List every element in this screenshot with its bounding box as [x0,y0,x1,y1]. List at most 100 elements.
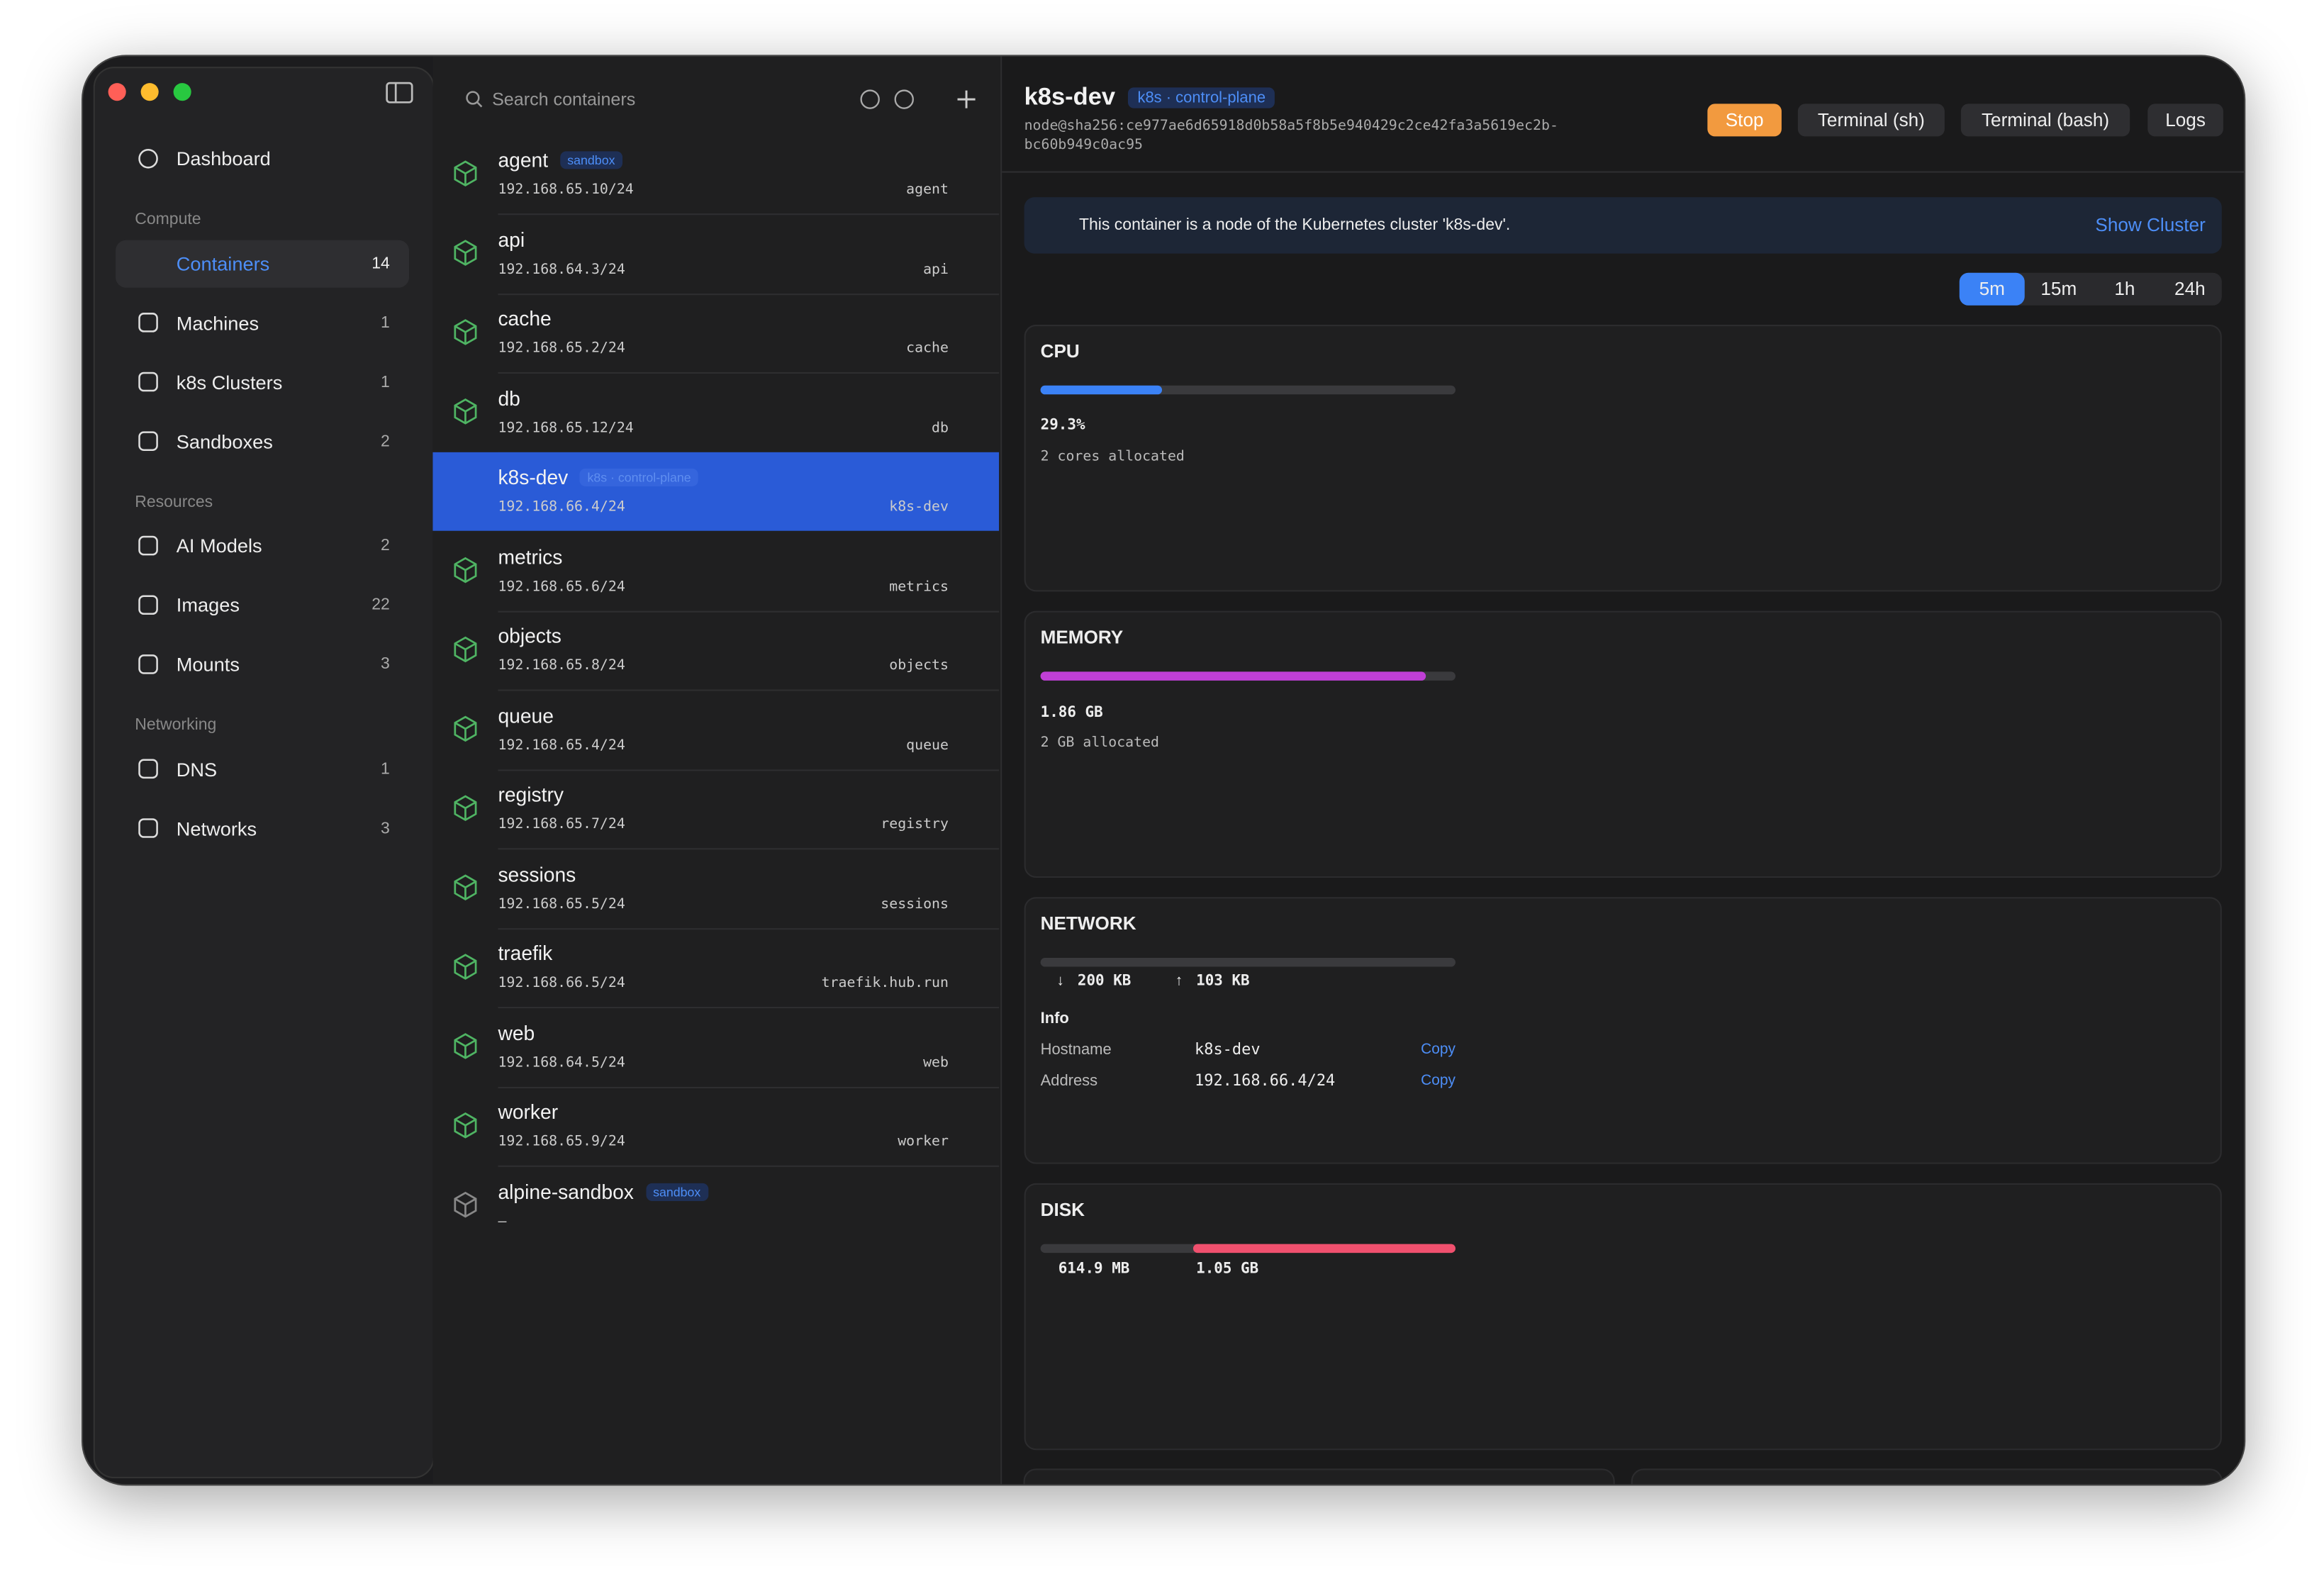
nav-icon [138,818,158,838]
container-name[interactable]: worker [498,1100,559,1124]
container-name[interactable]: objects [498,625,562,647]
card [1631,1468,2223,1485]
container-name[interactable]: api [498,228,525,251]
action-button[interactable]: Stop [1707,104,1782,137]
row-divider [498,1165,1000,1167]
filter-icon[interactable] [860,89,880,109]
nav-item[interactable]: Dashboard [176,147,271,170]
container-name[interactable]: sessions [498,863,576,886]
container-name[interactable]: queue [498,704,554,727]
container-host: worker [898,1133,949,1150]
stat-arrow: ↑ [1175,973,1183,990]
usage-bar [1040,385,1163,395]
action-button[interactable]: Terminal (bash) [1960,104,2130,137]
range-option[interactable]: 5m [1959,272,2025,306]
add-button[interactable] [957,90,976,108]
detail-badge: k8s · control-plane [1128,87,1275,108]
action-button[interactable]: Logs [2147,104,2223,137]
stat-value: 614.9 MB [1058,1261,1130,1278]
container-name[interactable]: web [498,1021,535,1044]
nav-icon [138,759,158,779]
nav-item[interactable]: Machines [176,311,259,334]
container-name[interactable]: agent [498,149,549,172]
detail-title: k8s-dev [1024,84,1116,111]
nav-item[interactable]: AI Models [176,534,262,557]
nav-selected [116,239,410,287]
row-divider [498,927,1000,930]
section-title: Networking [135,716,217,735]
nav-item[interactable]: k8s Clusters [176,370,283,393]
search-icon [476,101,483,108]
window: 02550751005m4m3m2m1m05001000150020005m4m… [81,55,2246,1486]
container-badge: k8s · control-plane [580,468,699,486]
cube-icon [454,1033,477,1059]
banner [1024,197,2222,254]
close[interactable] [108,83,126,101]
container-name[interactable]: traefik [498,942,553,965]
banner-text: This container is a node of the Kubernet… [1078,216,1511,235]
row-divider [498,769,1000,771]
cube-icon [454,160,477,186]
nav-count: 1 [381,313,390,332]
row-divider [498,1006,1000,1009]
container-name[interactable]: cache [498,307,552,330]
container-host: cache [906,340,949,357]
nav-item[interactable]: Images [176,593,240,616]
nav-icon [138,654,158,674]
sidebar-toggle[interactable] [386,82,413,104]
stat-value: 1.05 GB [1196,1261,1259,1278]
action-button[interactable]: Terminal (sh) [1797,104,1945,137]
sidebar [93,67,435,1479]
nav-item[interactable]: Sandboxes [176,430,273,452]
banner-action[interactable]: Show Cluster [2095,215,2206,236]
search-placeholder[interactable]: Search containers [492,89,636,110]
container-ip: 192.168.65.6/24 [498,578,625,595]
container-name[interactable]: registry [498,783,564,806]
row-divider [498,372,1000,374]
cube-icon [454,557,477,584]
cube-icon [454,954,477,980]
container-list [432,56,1001,1485]
nav-icon [138,148,158,169]
row-divider [498,689,1000,691]
copy-button[interactable]: Copy [1421,1073,1456,1090]
range-option[interactable]: 15m [2040,279,2077,300]
cube-icon [454,874,477,900]
minimize[interactable] [140,83,159,101]
nav-count: 1 [381,372,390,391]
cube-icon [454,1112,477,1139]
nav-icon [138,595,158,615]
nav-count: 3 [381,819,390,837]
write-bar [1193,1244,1456,1254]
section-title: Resources [135,493,213,511]
container-ip: 192.168.65.9/24 [498,1133,625,1150]
info-key: Hostname [1040,1041,1112,1059]
card-title: DISK [1040,1199,1085,1221]
container-name[interactable]: alpine-sandbox [498,1180,634,1203]
cube-icon [454,795,477,822]
container-ip: 192.168.65.7/24 [498,816,625,833]
container-id: bc60b949c0ac95 [1024,137,1144,154]
range-option[interactable]: 24h [2174,279,2206,300]
container-name[interactable]: k8s-dev [498,466,569,489]
container-ip: 192.168.65.10/24 [498,182,634,199]
info-title: Info [1040,1010,1069,1028]
cube-icon [454,240,477,266]
sort-icon[interactable] [894,89,914,109]
container-name[interactable]: db [498,386,520,410]
zoom[interactable] [173,83,191,101]
copy-button[interactable]: Copy [1421,1042,1456,1059]
nav-count: 2 [381,432,390,450]
container-host: web [923,1054,949,1071]
range-option[interactable]: 1h [2114,279,2135,300]
stat-value: 200 KB [1077,973,1132,990]
container-ip: 192.168.65.8/24 [498,657,625,674]
nav-item[interactable]: Mounts [176,653,240,676]
container-badge: sandbox [645,1182,708,1200]
nav-item[interactable]: Containers [176,252,270,274]
section-title: Compute [135,210,201,229]
container-name[interactable]: metrics [498,545,563,568]
nav-item[interactable]: DNS [176,757,218,781]
nav-item[interactable]: Networks [176,817,257,839]
